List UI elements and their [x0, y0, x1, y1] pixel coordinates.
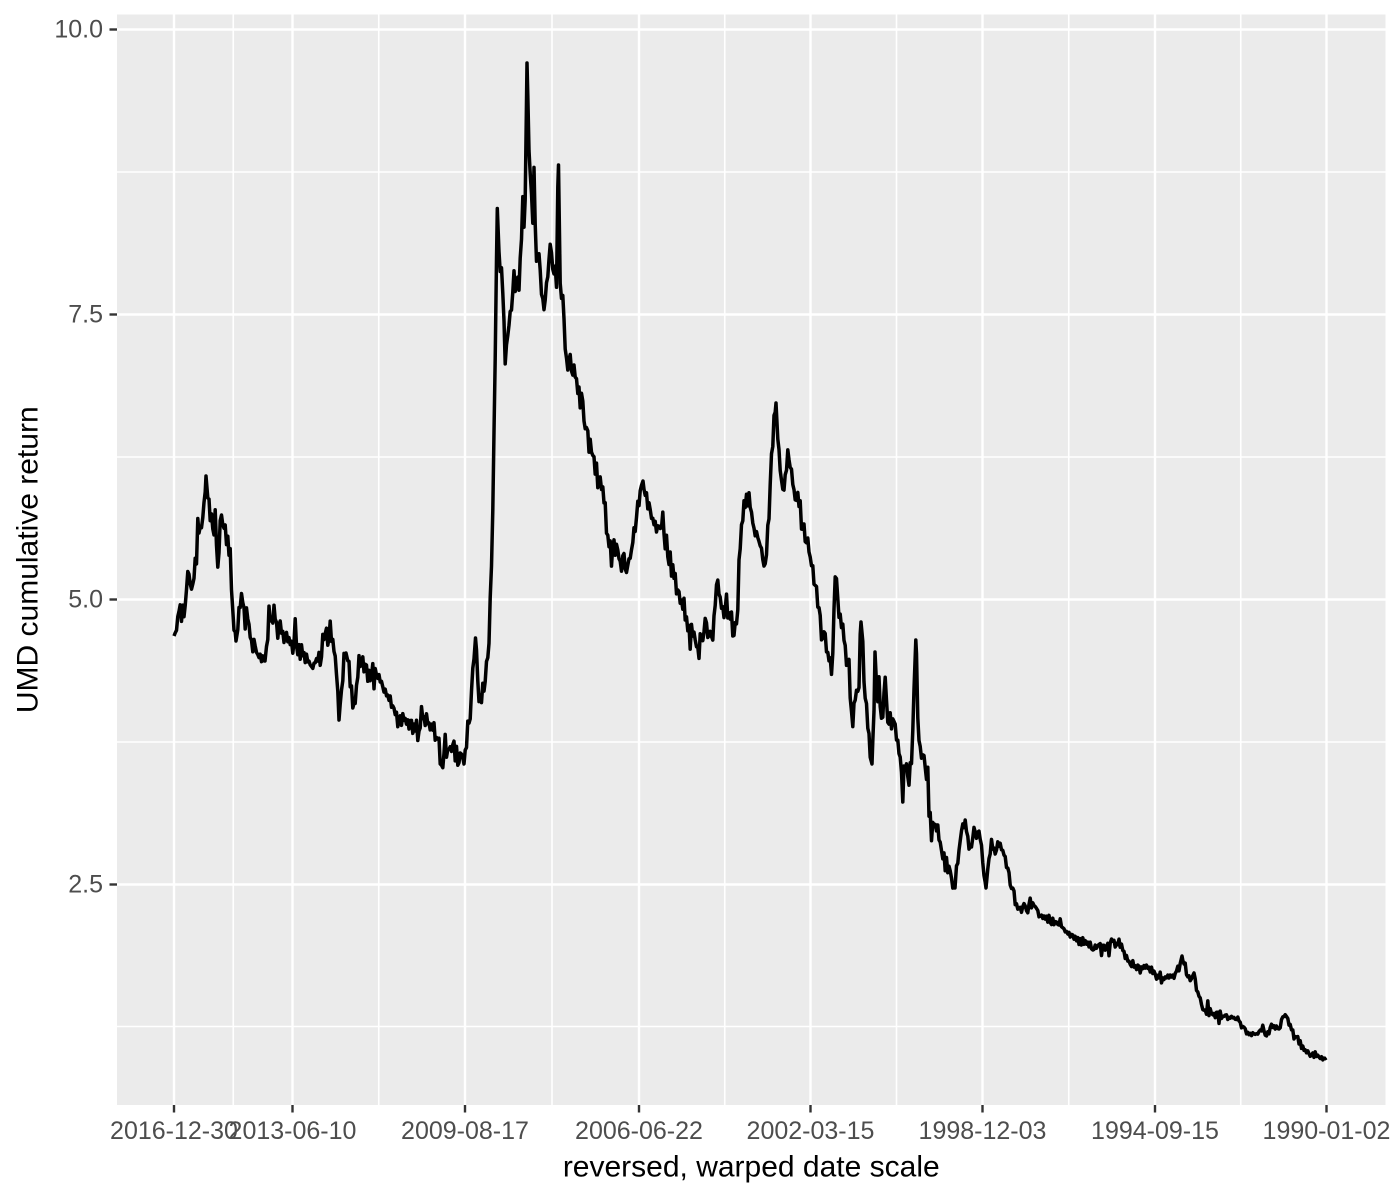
svg-text:2.5: 2.5	[68, 871, 103, 899]
svg-text:reversed, warped date scale: reversed, warped date scale	[563, 1151, 940, 1184]
svg-text:2013-06-10: 2013-06-10	[229, 1117, 357, 1145]
svg-text:2006-06-22: 2006-06-22	[575, 1117, 703, 1145]
svg-text:1994-09-15: 1994-09-15	[1091, 1117, 1219, 1145]
svg-text:2009-08-17: 2009-08-17	[401, 1117, 529, 1145]
svg-text:1990-01-02: 1990-01-02	[1263, 1117, 1391, 1145]
svg-text:UMD cumulative return: UMD cumulative return	[12, 406, 45, 713]
svg-text:5.0: 5.0	[68, 586, 103, 614]
svg-text:10.0: 10.0	[54, 16, 103, 44]
svg-text:2002-03-15: 2002-03-15	[747, 1117, 875, 1145]
svg-text:7.5: 7.5	[68, 301, 103, 329]
svg-text:2016-12-30: 2016-12-30	[110, 1117, 238, 1145]
svg-text:1998-12-03: 1998-12-03	[919, 1117, 1047, 1145]
